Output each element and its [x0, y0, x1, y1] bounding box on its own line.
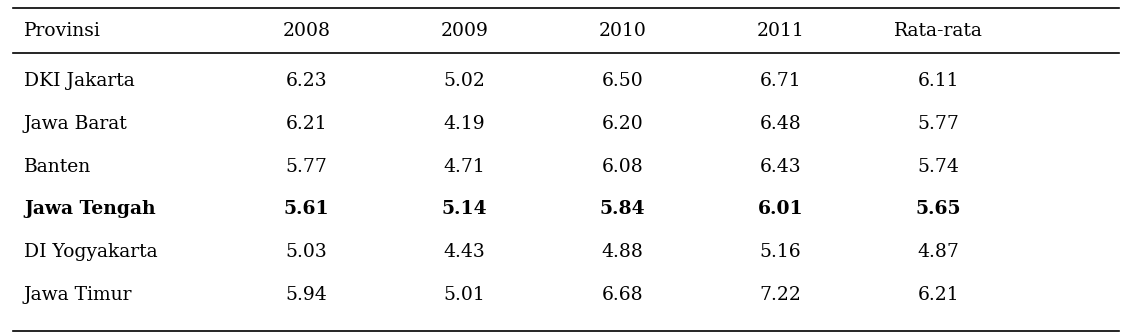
Text: DKI Jakarta: DKI Jakarta: [24, 72, 135, 90]
Text: 4.71: 4.71: [444, 158, 486, 176]
Text: 5.74: 5.74: [918, 158, 960, 176]
Text: 5.77: 5.77: [918, 115, 960, 133]
Text: 6.08: 6.08: [601, 158, 643, 176]
Text: Jawa Tengah: Jawa Tengah: [24, 200, 155, 218]
Text: Rata-rata: Rata-rata: [894, 23, 983, 40]
Text: 5.94: 5.94: [285, 286, 327, 304]
Text: 5.65: 5.65: [916, 200, 961, 218]
Text: 2011: 2011: [756, 23, 805, 40]
Text: 2008: 2008: [282, 23, 331, 40]
Text: 5.01: 5.01: [444, 286, 486, 304]
Text: 6.21: 6.21: [285, 115, 327, 133]
Text: 6.20: 6.20: [601, 115, 643, 133]
Text: 6.68: 6.68: [601, 286, 643, 304]
Text: 5.16: 5.16: [760, 243, 801, 261]
Text: Jawa Barat: Jawa Barat: [24, 115, 128, 133]
Text: 6.01: 6.01: [757, 200, 804, 218]
Text: 2010: 2010: [599, 23, 646, 40]
Text: 6.48: 6.48: [760, 115, 801, 133]
Text: 6.50: 6.50: [601, 72, 643, 90]
Text: 6.11: 6.11: [918, 72, 960, 90]
Text: 5.84: 5.84: [600, 200, 645, 218]
Text: 5.77: 5.77: [285, 158, 327, 176]
Text: 7.22: 7.22: [760, 286, 801, 304]
Text: 4.87: 4.87: [918, 243, 960, 261]
Text: Jawa Timur: Jawa Timur: [24, 286, 132, 304]
Text: Provinsi: Provinsi: [24, 23, 101, 40]
Text: Banten: Banten: [24, 158, 92, 176]
Text: 5.03: 5.03: [285, 243, 327, 261]
Text: 6.21: 6.21: [918, 286, 960, 304]
Text: 5.14: 5.14: [441, 200, 487, 218]
Text: 2009: 2009: [440, 23, 488, 40]
Text: 5.02: 5.02: [444, 72, 486, 90]
Text: 6.43: 6.43: [760, 158, 801, 176]
Text: 4.19: 4.19: [444, 115, 486, 133]
Text: 6.23: 6.23: [285, 72, 327, 90]
Text: 5.61: 5.61: [283, 200, 329, 218]
Text: 6.71: 6.71: [760, 72, 801, 90]
Text: 4.88: 4.88: [601, 243, 643, 261]
Text: DI Yogyakarta: DI Yogyakarta: [24, 243, 157, 261]
Text: 4.43: 4.43: [444, 243, 486, 261]
